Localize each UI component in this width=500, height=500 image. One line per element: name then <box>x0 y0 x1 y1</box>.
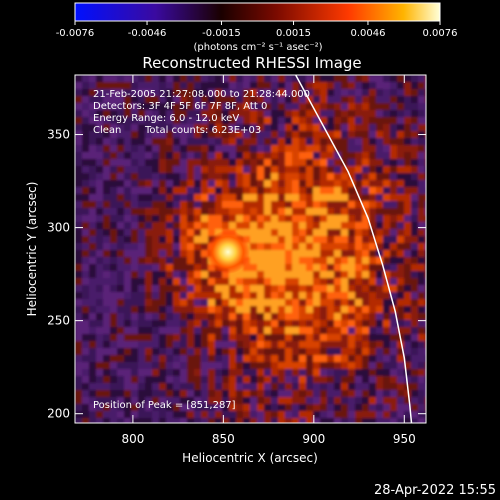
colorbar-tick-label: 0.0015 <box>276 28 311 39</box>
y-tick-label: 250 <box>47 314 70 328</box>
y-tick-label: 350 <box>47 128 70 142</box>
colorbar-tick-label: 0.0046 <box>350 28 385 39</box>
solar-limb-curve <box>295 75 413 423</box>
info-time: 21-Feb-2005 21:27:08.000 to 21:28:44.000 <box>93 89 310 100</box>
info-clean: Clean <box>93 125 121 136</box>
x-tick-label: 850 <box>212 432 235 446</box>
x-axis-ticks: 800 850 900 950 <box>121 75 416 446</box>
peak-position-label: Position of Peak = [851,287] <box>93 400 236 411</box>
x-axis-label: Heliocentric X (arcsec) <box>182 451 318 465</box>
colorbar-ticks: -0.0076 -0.0046 -0.0015 0.0015 0.0046 0.0076 <box>56 21 458 39</box>
info-counts: Total counts: 6.23E+03 <box>144 125 261 136</box>
y-tick-label: 200 <box>47 407 70 421</box>
chart-title: Reconstructed RHESSI Image <box>142 54 361 72</box>
y-tick-label: 300 <box>47 221 70 235</box>
timestamp: 28-Apr-2022 15:55 <box>374 483 496 498</box>
plot-frame <box>74 74 427 424</box>
y-axis-label: Heliocentric Y (arcsec) <box>25 182 39 317</box>
info-energy: Energy Range: 6.0 - 12.0 keV <box>93 113 239 124</box>
colorbar-tick-label: -0.0076 <box>56 28 95 39</box>
colorbar-tick-label: -0.0015 <box>202 28 241 39</box>
colorbar-unit-label: (photons cm⁻² s⁻¹ asec⁻²) <box>193 42 322 53</box>
colorbar <box>74 2 441 22</box>
heatmap-image <box>75 75 426 423</box>
x-tick-label: 950 <box>393 432 416 446</box>
info-detectors: Detectors: 3F 4F 5F 6F 7F 8F, Att 0 <box>93 101 267 112</box>
x-tick-label: 800 <box>121 432 144 446</box>
peak-blob <box>206 230 250 274</box>
y-axis-ticks: 200 250 300 350 <box>47 128 426 421</box>
colorbar-tick-label: 0.0076 <box>423 28 458 39</box>
x-tick-label: 900 <box>302 432 325 446</box>
colorbar-tick-label: -0.0046 <box>128 28 167 39</box>
